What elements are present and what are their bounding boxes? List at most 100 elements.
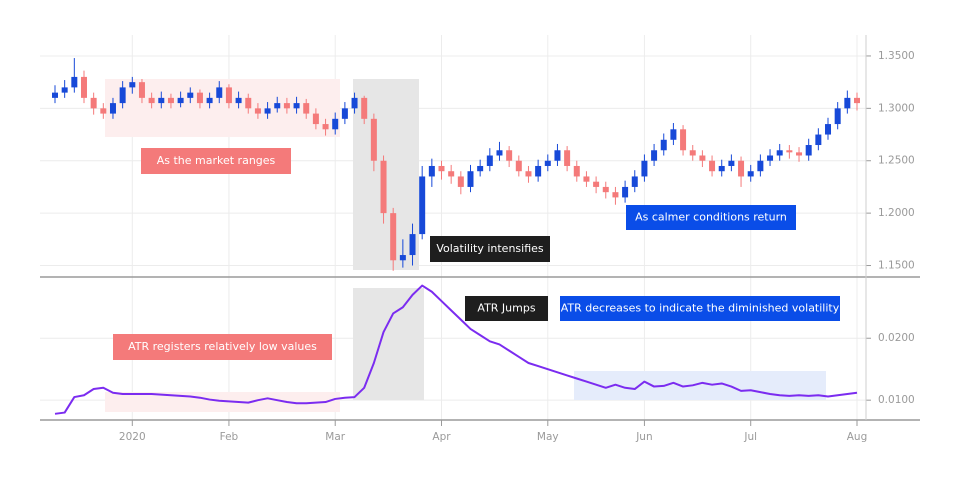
candle-body	[216, 87, 223, 98]
y-tick-label: 1.1500	[878, 260, 915, 272]
x-tick-label: Aug	[847, 431, 868, 443]
candle-body	[535, 165, 542, 177]
candle-body	[341, 108, 348, 119]
candle-body	[351, 97, 358, 109]
candle-body	[834, 108, 841, 125]
annotation: Volatility intensifies	[436, 242, 544, 255]
candle-body	[380, 160, 387, 214]
y-tick-label: 1.2500	[878, 155, 915, 167]
candle-body	[757, 160, 764, 172]
candle-body	[767, 155, 774, 161]
x-tick-label: May	[537, 431, 559, 443]
candle-body	[515, 160, 522, 172]
x-tick-label: Jul	[743, 431, 757, 443]
annotation: ATR registers relatively low values	[128, 340, 317, 353]
candle-body	[283, 103, 290, 109]
candle-body	[187, 92, 194, 98]
candle-body	[825, 124, 832, 135]
y-tick-label: 1.3500	[878, 50, 915, 62]
candle-body	[612, 192, 619, 198]
candle-body	[80, 76, 87, 98]
candle-body	[138, 82, 145, 98]
atr-jump-shade	[353, 288, 424, 400]
candle-body	[167, 97, 174, 104]
candle-body	[805, 145, 812, 156]
candle-body	[332, 118, 339, 130]
candle-body	[718, 165, 725, 172]
candle-body	[641, 160, 648, 177]
candle-body	[854, 97, 860, 104]
y-tick-label: 1.2000	[878, 207, 915, 219]
candle-body	[274, 103, 281, 109]
candle-body	[602, 186, 609, 193]
y-tick-label: 1.3000	[878, 102, 915, 114]
candle-body	[496, 150, 503, 156]
annotation-box	[560, 296, 840, 321]
annotation: As the market ranges	[157, 154, 276, 167]
candle-body	[322, 124, 329, 130]
candle-body	[796, 152, 803, 156]
candle-body	[409, 234, 416, 256]
marks	[52, 58, 860, 415]
candle-body	[564, 150, 571, 166]
candle-body	[109, 103, 116, 114]
candle-body	[660, 139, 667, 151]
candle-body	[90, 97, 97, 109]
candle-body	[651, 150, 658, 161]
candle-body	[583, 176, 590, 182]
x-tick-label: Mar	[325, 431, 345, 443]
y-tick-label: 0.0200	[878, 332, 915, 344]
annotation-box	[626, 205, 796, 230]
candle-body	[293, 103, 300, 109]
annotation-box	[113, 334, 332, 360]
candle-body	[699, 155, 706, 161]
x-tick-label: Jun	[635, 431, 652, 443]
candle-body	[370, 118, 377, 161]
candle-body	[177, 97, 184, 104]
candle-body	[428, 165, 435, 177]
candle-body	[361, 97, 368, 119]
candle-body	[689, 150, 696, 156]
candle-body	[573, 165, 580, 177]
candle-body	[844, 97, 851, 109]
candle-body	[438, 165, 445, 172]
candle-body	[52, 92, 58, 98]
candle-body	[670, 129, 677, 140]
candle-body	[544, 160, 551, 166]
candle-body	[622, 186, 629, 198]
candle-body	[525, 171, 532, 177]
x-tick-label: Feb	[220, 431, 239, 443]
candle-body	[399, 255, 406, 261]
candle-body	[119, 87, 126, 104]
candle-body	[448, 171, 455, 177]
candle-body	[776, 150, 783, 156]
candle-body	[312, 113, 319, 125]
candle-body	[100, 108, 107, 114]
candle-body	[680, 129, 687, 151]
annotation-box	[465, 296, 548, 321]
candle-body	[457, 176, 464, 187]
candle-body	[235, 97, 242, 104]
atr-line	[54, 284, 858, 415]
candle-body	[738, 160, 745, 177]
candle-body	[196, 92, 203, 104]
candle-body	[390, 213, 397, 261]
candle-body	[206, 97, 213, 104]
candle-body	[593, 181, 600, 187]
candle-body	[815, 134, 822, 146]
candle-body	[225, 87, 232, 104]
candle-body	[786, 150, 793, 153]
candle-body	[728, 160, 735, 166]
annotation-box	[141, 148, 291, 174]
annotation-box	[430, 236, 550, 262]
x-tick-label: 2020	[119, 431, 146, 443]
candle-body	[709, 160, 716, 172]
annotation: ATR decreases to indicate the diminished…	[561, 302, 840, 315]
candle-body	[467, 171, 474, 187]
candle-body	[747, 171, 754, 177]
candle-body	[148, 97, 155, 104]
candle-body	[506, 150, 513, 161]
annotation: ATR Jumps	[477, 302, 535, 315]
candle-body	[71, 76, 78, 88]
